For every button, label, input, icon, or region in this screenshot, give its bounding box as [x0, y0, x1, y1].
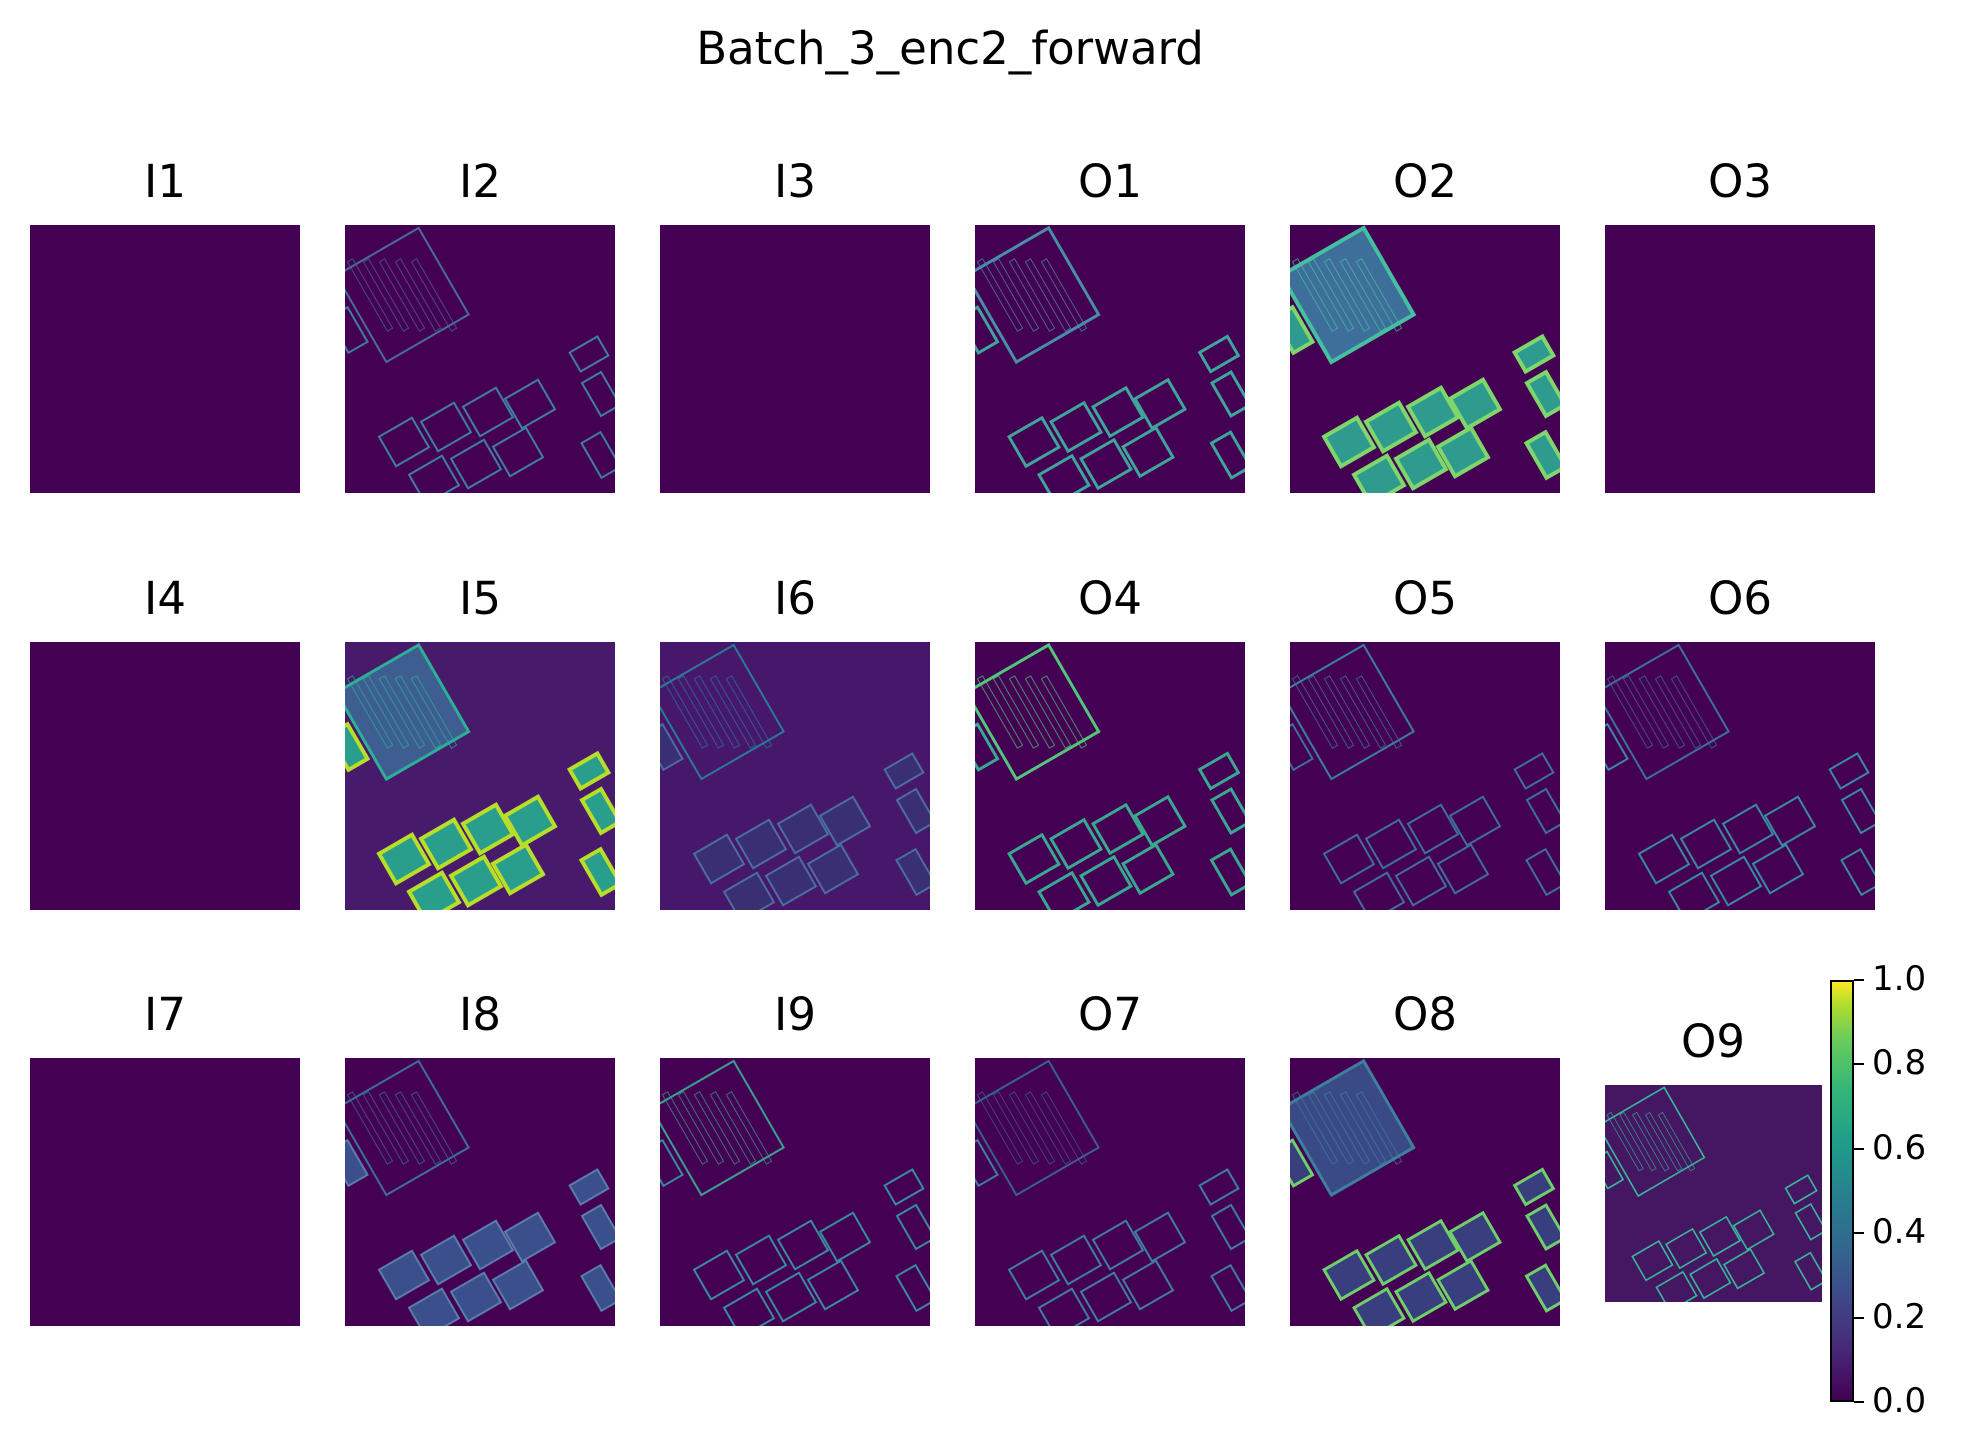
panel-o9: [1605, 1085, 1822, 1302]
panel-o1: [975, 225, 1245, 493]
panel-title-o8: O8: [1392, 988, 1458, 1041]
colorbar-tick-label: 0.8: [1872, 1043, 1927, 1084]
panel-title-o6: O6: [1707, 572, 1773, 625]
panel-title-i4: I4: [144, 572, 186, 625]
panel-o2: [1290, 225, 1560, 493]
feature-map-o4: [975, 642, 1245, 910]
panel-title-o4: O4: [1077, 572, 1143, 625]
panel-title-i3: I3: [774, 155, 816, 208]
colorbar-tick-label: 0.4: [1872, 1212, 1927, 1253]
feature-map-shapes: [975, 225, 1245, 493]
feature-map-o1: [975, 225, 1245, 493]
figure-title: Batch_3_enc2_forward: [696, 22, 1204, 75]
panel-title-i2: I2: [459, 155, 501, 208]
feature-map-shapes: [1290, 225, 1560, 493]
feature-map-o2: [1290, 225, 1560, 493]
panel-i4: [30, 642, 300, 910]
colorbar-tick-label: 0.0: [1872, 1381, 1927, 1421]
panel-title-i9: I9: [774, 988, 816, 1041]
feature-map-i8: [345, 1059, 615, 1326]
feature-map-i6: [660, 643, 930, 910]
feature-map-shapes: [660, 1059, 930, 1326]
panel-o3: [1605, 225, 1875, 493]
colorbar-tick: [1854, 979, 1864, 981]
panel-title-o2: O2: [1392, 155, 1458, 208]
colorbar-tick: [1854, 1063, 1864, 1066]
panel-title-o1: O1: [1077, 155, 1143, 208]
panel-title-o3: O3: [1707, 155, 1773, 208]
panel-i1: [30, 225, 300, 493]
feature-map-o8: [1290, 1058, 1560, 1326]
panel-o4: [975, 642, 1245, 910]
feature-map-shapes: [345, 1059, 615, 1326]
feature-map-o6: [1605, 643, 1875, 910]
feature-map-shapes: [975, 1059, 1245, 1326]
panel-title-i6: I6: [774, 572, 816, 625]
feature-map-i9: [660, 1059, 930, 1326]
colorbar-tick-label: 1.0: [1872, 959, 1927, 999]
feature-map-shapes: [1605, 1086, 1822, 1302]
colorbar: [1830, 980, 1854, 1402]
panel-i8: [345, 1058, 615, 1326]
feature-map-shapes: [1605, 643, 1875, 910]
colorbar-tick: [1854, 1147, 1864, 1150]
panel-title-i8: I8: [459, 988, 501, 1041]
panel-i2: [345, 225, 615, 493]
feature-map-shapes: [345, 226, 615, 493]
feature-map-shapes: [660, 643, 930, 910]
feature-map-shapes: [975, 642, 1245, 910]
feature-map-o5: [1290, 643, 1560, 910]
colorbar-tick-label: 0.6: [1872, 1127, 1927, 1168]
panel-o5: [1290, 642, 1560, 910]
feature-map-i5: [345, 642, 615, 910]
colorbar-tick-label: 0.2: [1872, 1296, 1927, 1337]
panel-o6: [1605, 642, 1875, 910]
panel-i6: [660, 642, 930, 910]
feature-map-shapes: [345, 642, 615, 910]
panel-title-i5: I5: [459, 572, 501, 625]
panel-i9: [660, 1058, 930, 1326]
feature-map-o9: [1605, 1086, 1822, 1302]
colorbar-tick: [1854, 1401, 1864, 1403]
colorbar-tick: [1854, 1232, 1864, 1235]
panel-title-i7: I7: [144, 988, 186, 1041]
panel-title-o7: O7: [1077, 988, 1143, 1041]
feature-map-i2: [345, 226, 615, 493]
panel-i7: [30, 1058, 300, 1326]
feature-map-shapes: [1290, 1058, 1560, 1326]
feature-map-shapes: [1290, 643, 1560, 910]
panel-o8: [1290, 1058, 1560, 1326]
panel-title-o5: O5: [1392, 572, 1458, 625]
feature-map-o7: [975, 1059, 1245, 1326]
panel-i3: [660, 225, 930, 493]
panel-i5: [345, 642, 615, 910]
panel-o7: [975, 1058, 1245, 1326]
panel-title-o9: O9: [1680, 1015, 1746, 1068]
panel-title-i1: I1: [144, 155, 186, 208]
colorbar-tick: [1854, 1316, 1864, 1319]
